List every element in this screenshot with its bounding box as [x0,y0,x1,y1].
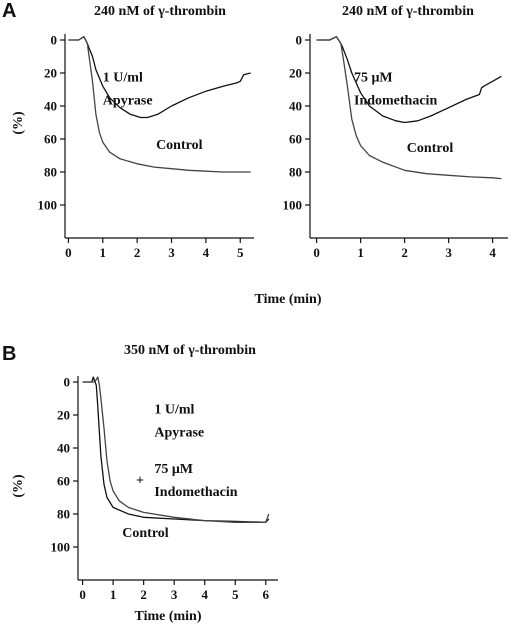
shared-x-axis-label: Time (min) [254,292,321,307]
y-tick-label: 0 [64,375,71,390]
y-tick-label: 0 [296,33,303,48]
trace-control [316,36,502,180]
x-tick-label: 0 [65,245,72,260]
trace-control [82,376,270,523]
x-tick-label: 3 [168,245,175,260]
annotation-label: Indomethacin [354,93,437,108]
chart-title: 240 nM of γ-thrombin [94,4,226,19]
y-tick-label: 20 [57,408,70,423]
trace-75-m-indomethacin [316,36,502,124]
trace-control [68,36,251,173]
y-tick-label: 60 [44,132,57,147]
x-tick-label: 3 [171,587,178,602]
chart-a-indomethacin: 240 nM of γ-thrombin 0 20 40 60 80 100 0 1 2 3 4 75 … [283,4,508,260]
x-tick-label: 3 [445,245,452,260]
y-tick-label: 40 [57,441,70,456]
annotation-label: 1 U/ml [103,70,143,85]
y-tick-label: 80 [44,165,57,180]
x-tick-label: 4 [489,245,496,260]
trace-1-u-ml-apyrase-75-m-indomethacin [82,376,270,523]
x-tick-label: 4 [203,245,210,260]
y-tick-label: 80 [57,507,70,522]
annotation-label: Control [122,526,169,541]
x-tick-label: 2 [401,245,408,260]
x-tick-label: 2 [134,245,141,260]
x-tick-label: 0 [79,587,86,602]
y-tick-label: 80 [289,165,302,180]
x-tick-label: 6 [263,587,270,602]
annotation-label: + [136,473,144,488]
y-tick-label: 100 [283,198,303,213]
y-axis-label: (%) [11,474,26,498]
x-tick-label: 5 [237,245,244,260]
x-tick-label: 1 [110,587,117,602]
annotation-label: Apyrase [103,93,153,108]
y-tick-label: 40 [289,99,302,114]
panel-label-b: B [2,343,16,365]
annotation-label: Control [407,141,454,156]
panel-label-a: A [2,0,16,22]
y-tick-label: 0 [51,33,58,48]
y-axis-label: (%) [11,111,26,135]
x-axis-label: Time (min) [134,609,201,624]
y-tick-label: 100 [38,198,58,213]
annotation-label: Indomethacin [154,485,237,500]
x-tick-label: 4 [201,587,208,602]
annotation-label: 1 U/ml [154,402,194,417]
x-tick-label: 1 [100,245,107,260]
y-tick-label: 20 [289,66,302,81]
y-tick-label: 40 [44,99,57,114]
x-tick-label: 5 [232,587,239,602]
annotation-label: 75 μM [154,462,193,477]
x-tick-label: 1 [357,245,364,260]
trace-1-u-ml-apyrase [68,36,251,119]
annotation-label: 75 μM [354,70,393,85]
y-tick-label: 60 [57,474,70,489]
chart-title: 350 nM of γ-thrombin [124,343,256,358]
y-tick-label: 100 [51,540,71,555]
x-tick-label: 0 [313,245,320,260]
annotation-label: Apyrase [154,425,204,440]
x-tick-label: 2 [140,587,147,602]
y-tick-label: 20 [44,66,57,81]
chart-title: 240 nM of γ-thrombin [342,4,474,19]
chart-a-apyrase: 240 nM of γ-thrombin 0 20 40 60 80 100 0 1 2 3 4 5 (%… [11,4,254,260]
y-tick-label: 60 [289,132,302,147]
annotation-label: Control [156,138,203,153]
chart-b-combined: 350 nM of γ-thrombin 0 20 40 60 80 100 0 1 2 3 4 5 6 (… [11,343,278,624]
